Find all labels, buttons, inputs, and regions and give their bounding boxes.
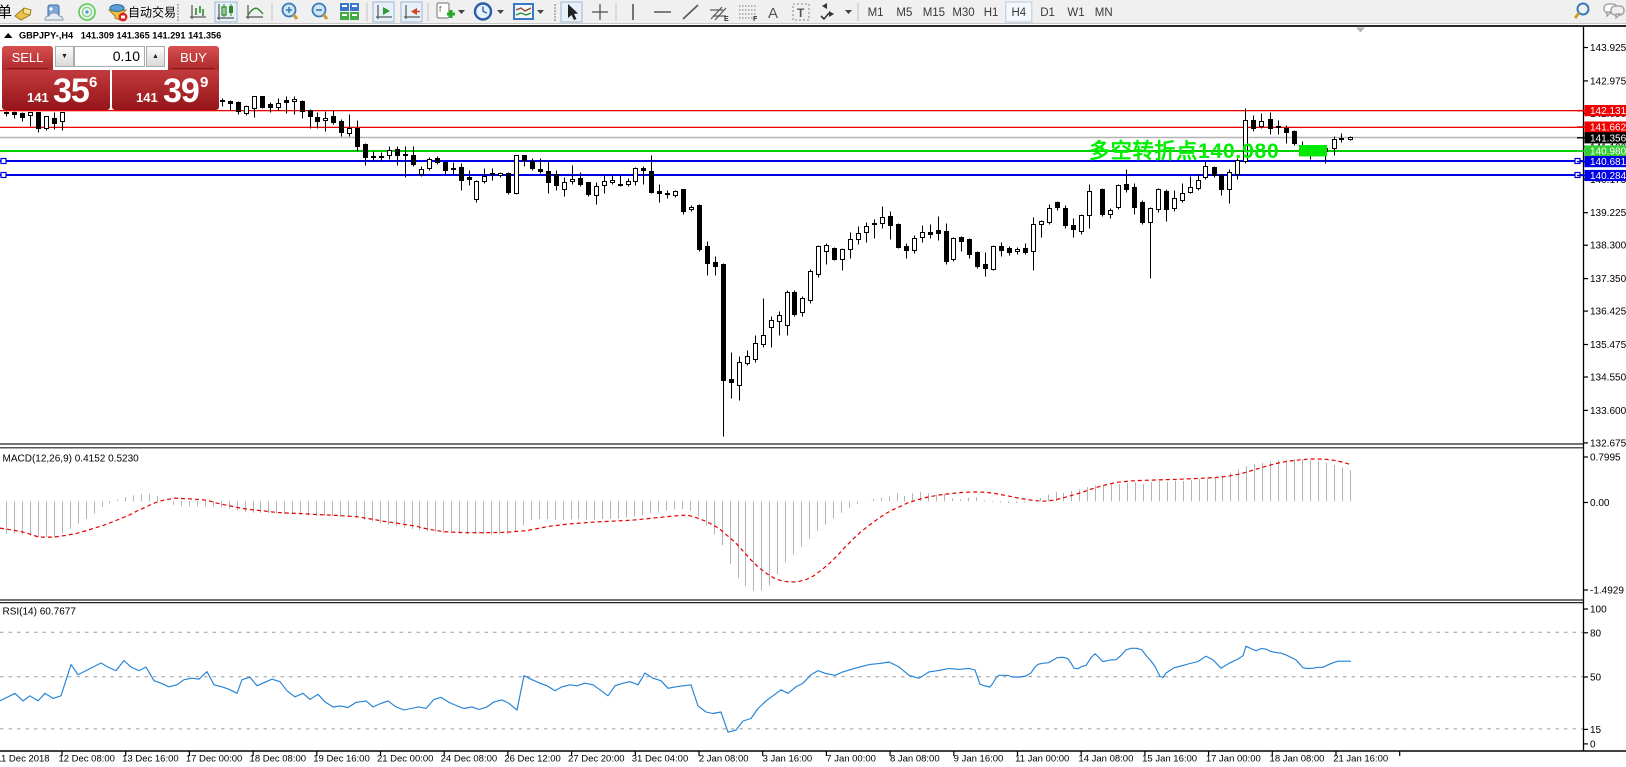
svg-text:0.00: 0.00 [1590, 498, 1610, 509]
svg-text:18 Dec 08:00: 18 Dec 08:00 [250, 754, 307, 765]
svg-text:139.225: 139.225 [1590, 208, 1626, 219]
svg-text:12 Dec 08:00: 12 Dec 08:00 [58, 754, 115, 765]
svg-text:50: 50 [1590, 673, 1602, 684]
svg-text:7 Jan 00:00: 7 Jan 00:00 [826, 754, 876, 765]
svg-text:M15: M15 [923, 7, 945, 19]
svg-text:19 Dec 16:00: 19 Dec 16:00 [313, 754, 370, 765]
svg-text:80: 80 [1590, 628, 1602, 639]
svg-text:134.550: 134.550 [1590, 373, 1626, 384]
svg-text:3 Jan 16:00: 3 Jan 16:00 [763, 754, 813, 765]
svg-text:14 Jan 08:00: 14 Jan 08:00 [1078, 754, 1133, 765]
svg-text:133.600: 133.600 [1590, 406, 1626, 417]
svg-text:多空转折点140.980: 多空转折点140.980 [1089, 139, 1280, 163]
svg-text:17 Jan 00:00: 17 Jan 00:00 [1206, 754, 1261, 765]
svg-text:141.356: 141.356 [1590, 133, 1626, 144]
svg-text:9 Jan 16:00: 9 Jan 16:00 [954, 754, 1004, 765]
svg-text:RSI(14) 60.7677: RSI(14) 60.7677 [3, 607, 77, 618]
svg-text:100: 100 [1590, 605, 1607, 616]
svg-text:11 Jan 00:00: 11 Jan 00:00 [1015, 754, 1069, 765]
svg-text:W1: W1 [1067, 7, 1084, 19]
svg-text:M30: M30 [952, 7, 974, 19]
svg-text:26 Dec 12:00: 26 Dec 12:00 [504, 754, 561, 765]
svg-text:H4: H4 [1011, 7, 1026, 19]
svg-text:141.662: 141.662 [1590, 123, 1626, 134]
svg-text:31 Dec 04:00: 31 Dec 04:00 [632, 754, 689, 765]
svg-text:142.975: 142.975 [1590, 76, 1626, 87]
svg-text:H1: H1 [984, 7, 999, 19]
svg-text:D1: D1 [1040, 7, 1055, 19]
svg-text:140.284: 140.284 [1590, 171, 1626, 182]
svg-text:E: E [724, 16, 729, 23]
svg-text:T: T [797, 6, 805, 20]
svg-text:15: 15 [1590, 725, 1602, 736]
svg-text:135.475: 135.475 [1590, 340, 1626, 351]
svg-text:M5: M5 [896, 7, 912, 19]
svg-text:24 Dec 08:00: 24 Dec 08:00 [441, 754, 498, 765]
svg-text:MACD(12,26,9) 0.4152 0.5230: MACD(12,26,9) 0.4152 0.5230 [3, 454, 140, 465]
svg-text:单: 单 [0, 4, 12, 21]
svg-text:0.7995: 0.7995 [1590, 453, 1621, 464]
svg-text:21 Jan 16:00: 21 Jan 16:00 [1333, 754, 1388, 765]
svg-text:自动交易: 自动交易 [128, 5, 176, 20]
svg-text:11 Dec 2018: 11 Dec 2018 [0, 754, 50, 765]
svg-text:MN: MN [1095, 7, 1113, 19]
svg-text:A: A [768, 5, 778, 22]
svg-text:143.925: 143.925 [1590, 43, 1626, 54]
svg-text:M1: M1 [868, 7, 884, 19]
svg-text:GBPJPY-,H4 141.309 141.365 1: GBPJPY-,H4 141.309 141.365 141.291 141.3… [19, 31, 221, 41]
svg-text:8 Jan 08:00: 8 Jan 08:00 [890, 754, 940, 765]
svg-text:17 Dec 00:00: 17 Dec 00:00 [186, 754, 243, 765]
svg-text:27 Dec 20:00: 27 Dec 20:00 [568, 754, 625, 765]
svg-text:138.300: 138.300 [1590, 241, 1626, 252]
svg-text:15 Jan 16:00: 15 Jan 16:00 [1142, 754, 1197, 765]
svg-text:13 Dec 16:00: 13 Dec 16:00 [122, 754, 179, 765]
svg-text:f: f [439, 5, 442, 14]
svg-text:2 Jan 08:00: 2 Jan 08:00 [699, 754, 749, 765]
svg-text:142.131: 142.131 [1590, 106, 1626, 117]
svg-text:137.350: 137.350 [1590, 274, 1626, 285]
svg-text:140.980: 140.980 [1590, 147, 1626, 158]
svg-text:21 Dec 00:00: 21 Dec 00:00 [377, 754, 434, 765]
svg-text:136.425: 136.425 [1590, 307, 1626, 318]
svg-text:132.675: 132.675 [1590, 438, 1626, 449]
svg-text:-1.4929: -1.4929 [1590, 586, 1624, 597]
svg-text:140.681: 140.681 [1590, 157, 1626, 168]
svg-text:0: 0 [1590, 739, 1596, 750]
svg-text:F: F [753, 16, 758, 23]
svg-text:18 Jan 08:00: 18 Jan 08:00 [1270, 754, 1325, 765]
